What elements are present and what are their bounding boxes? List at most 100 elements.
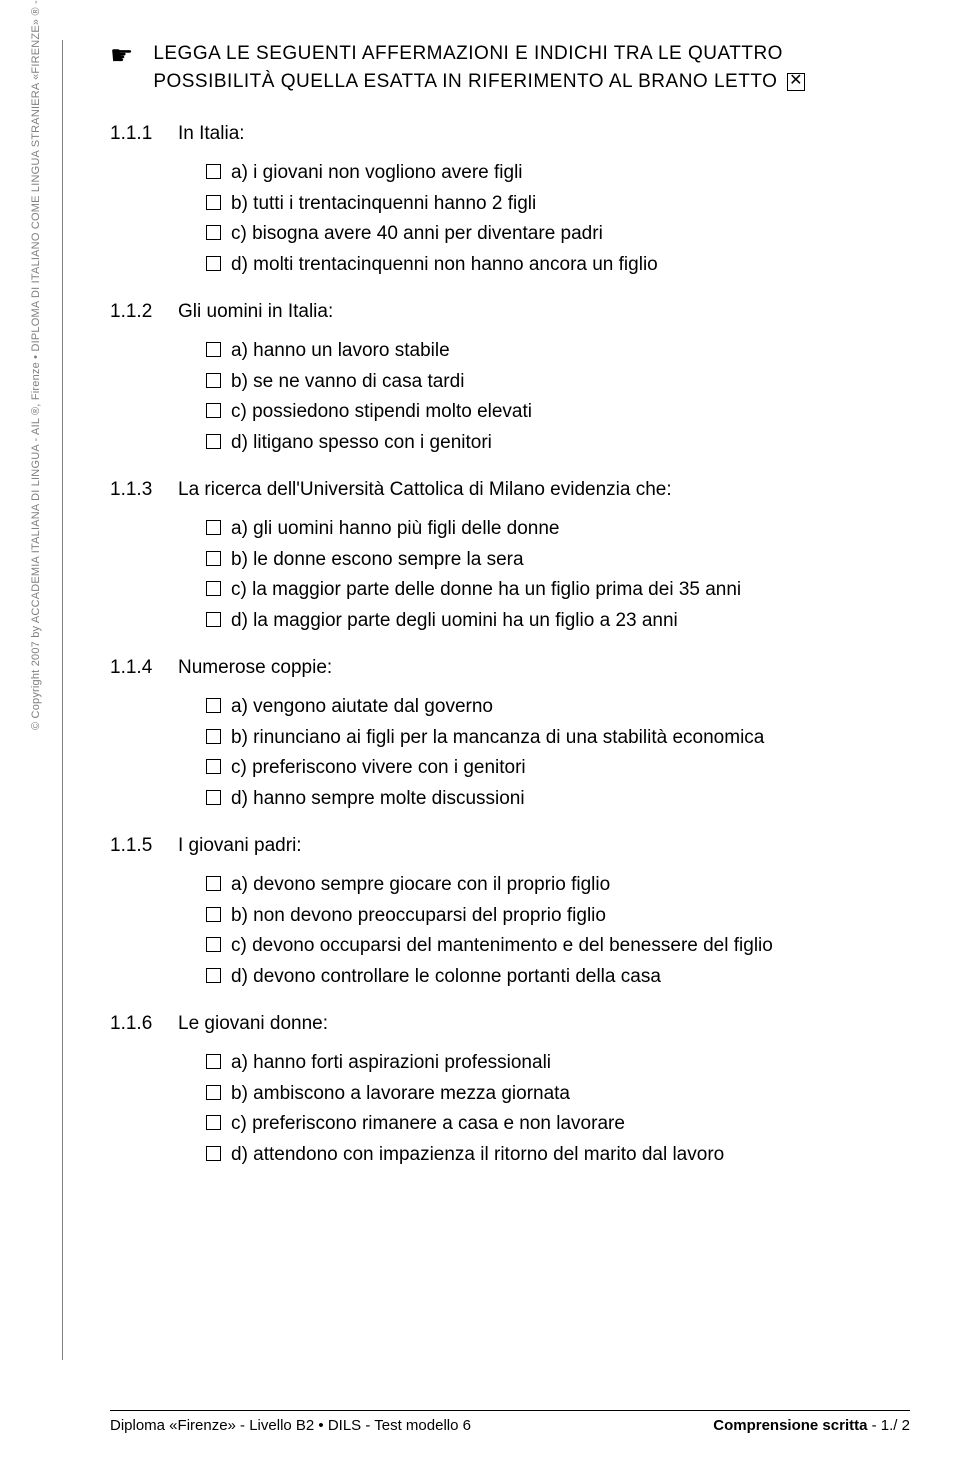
option-row: d) devono controllare le colonne portant… — [206, 963, 910, 992]
option-row: b) se ne vanno di casa tardi — [206, 368, 910, 397]
option-row: d) hanno sempre molte discussioni — [206, 785, 910, 814]
option-row: d) la maggior parte degli uomini ha un f… — [206, 607, 910, 636]
option-checkbox[interactable] — [206, 759, 221, 774]
option-row: a) hanno forti aspirazioni professionali — [206, 1049, 910, 1078]
option-checkbox[interactable] — [206, 937, 221, 952]
question-block: 1.1.3La ricerca dell'Università Cattolic… — [110, 479, 910, 635]
option-checkbox[interactable] — [206, 195, 221, 210]
question-text: I giovani padri: — [178, 835, 302, 857]
question-number: 1.1.5 — [110, 835, 156, 857]
option-checkbox[interactable] — [206, 403, 221, 418]
option-label: b) ambiscono a lavorare mezza giornata — [231, 1080, 570, 1109]
option-label: a) hanno un lavoro stabile — [231, 337, 450, 366]
option-row: a) gli uomini hanno più figli delle donn… — [206, 515, 910, 544]
options-list: a) gli uomini hanno più figli delle donn… — [110, 515, 910, 635]
option-row: c) la maggior parte delle donne ha un fi… — [206, 576, 910, 605]
page: © Copyright 2007 by ACCADEMIA ITALIANA D… — [0, 0, 960, 1474]
side-divider — [62, 40, 63, 1360]
option-row: b) le donne escono sempre la sera — [206, 546, 910, 575]
options-list: a) vengono aiutate dal governob) rinunci… — [110, 693, 910, 813]
option-checkbox[interactable] — [206, 434, 221, 449]
option-label: b) le donne escono sempre la sera — [231, 546, 524, 575]
option-row: d) molti trentacinquenni non hanno ancor… — [206, 251, 910, 280]
option-label: d) la maggior parte degli uomini ha un f… — [231, 607, 678, 636]
copyright-side-text: © Copyright 2007 by ACCADEMIA ITALIANA D… — [30, 0, 42, 730]
footer-right-rest: - 1./ 2 — [867, 1417, 910, 1434]
question-prompt: 1.1.5 I giovani padri: — [110, 835, 910, 857]
question-block: 1.1.2 Gli uomini in Italia: a) hanno un la… — [110, 301, 910, 457]
instruction-text: LEGGA LE SEGUENTI AFFERMAZIONI E INDICHI… — [153, 40, 910, 95]
option-checkbox[interactable] — [206, 342, 221, 357]
footer-right-bold: Comprensione scritta — [713, 1417, 867, 1434]
option-row: a) i giovani non vogliono avere figli — [206, 159, 910, 188]
option-row: c) devono occuparsi del mantenimento e d… — [206, 932, 910, 961]
option-checkbox[interactable] — [206, 256, 221, 271]
option-label: c) la maggior parte delle donne ha un fi… — [231, 576, 741, 605]
option-label: b) tutti i trentacinquenni hanno 2 figli — [231, 190, 536, 219]
option-checkbox[interactable] — [206, 876, 221, 891]
pointing-hand-icon: ☛ — [110, 42, 133, 68]
option-row: c) preferiscono vivere con i genitori — [206, 754, 910, 783]
question-prompt: 1.1.3La ricerca dell'Università Cattolic… — [110, 479, 910, 501]
option-label: d) litigano spesso con i genitori — [231, 429, 492, 458]
option-label: c) devono occuparsi del mantenimento e d… — [231, 932, 773, 961]
option-label: a) devono sempre giocare con il proprio … — [231, 871, 610, 900]
option-row: c) bisogna avere 40 anni per diventare p… — [206, 220, 910, 249]
option-checkbox[interactable] — [206, 729, 221, 744]
instruction-row: ☛ LEGGA LE SEGUENTI AFFERMAZIONI E INDIC… — [110, 40, 910, 95]
option-checkbox[interactable] — [206, 551, 221, 566]
question-text: Le giovani donne: — [178, 1013, 328, 1035]
question-prompt: 1.1.6 Le giovani donne: — [110, 1013, 910, 1035]
question-number: 1.1.6 — [110, 1013, 156, 1035]
option-checkbox[interactable] — [206, 612, 221, 627]
option-label: a) vengono aiutate dal governo — [231, 693, 493, 722]
option-checkbox[interactable] — [206, 581, 221, 596]
footer-right: Comprensione scritta - 1./ 2 — [713, 1417, 910, 1434]
instruction-label: LEGGA LE SEGUENTI AFFERMAZIONI E INDICHI… — [153, 43, 783, 92]
option-label: a) gli uomini hanno più figli delle donn… — [231, 515, 560, 544]
question-prompt: 1.1.4 Numerose coppie: — [110, 657, 910, 679]
question-text: Numerose coppie: — [178, 657, 332, 679]
question-number: 1.1.1 — [110, 123, 156, 145]
question-text: Gli uomini in Italia: — [178, 301, 333, 323]
question-number: 1.1.3 — [110, 479, 156, 501]
option-label: b) rinunciano ai figli per la mancanza d… — [231, 724, 764, 753]
page-footer: Diploma «Firenze» - Livello B2 • DILS - … — [110, 1410, 910, 1434]
option-checkbox[interactable] — [206, 373, 221, 388]
option-checkbox[interactable] — [206, 790, 221, 805]
option-checkbox[interactable] — [206, 907, 221, 922]
option-checkbox[interactable] — [206, 698, 221, 713]
option-row: b) non devono preoccuparsi del proprio f… — [206, 902, 910, 931]
option-label: a) i giovani non vogliono avere figli — [231, 159, 523, 188]
option-row: d) litigano spesso con i genitori — [206, 429, 910, 458]
option-checkbox[interactable] — [206, 1085, 221, 1100]
options-list: a) hanno forti aspirazioni professionali… — [110, 1049, 910, 1169]
options-list: a) i giovani non vogliono avere figlib) … — [110, 159, 910, 279]
option-row: c) possiedono stipendi molto elevati — [206, 398, 910, 427]
question-block: 1.1.5 I giovani padri: a) devono sempre gi… — [110, 835, 910, 991]
question-number: 1.1.2 — [110, 301, 156, 323]
option-label: d) hanno sempre molte discussioni — [231, 785, 525, 814]
example-checked-box-icon — [787, 73, 805, 91]
question-block: 1.1.4 Numerose coppie: a) vengono aiutate… — [110, 657, 910, 813]
option-checkbox[interactable] — [206, 164, 221, 179]
question-block: 1.1.6 Le giovani donne: a) hanno forti asp… — [110, 1013, 910, 1169]
option-checkbox[interactable] — [206, 1146, 221, 1161]
option-row: a) devono sempre giocare con il proprio … — [206, 871, 910, 900]
option-checkbox[interactable] — [206, 968, 221, 983]
options-list: a) devono sempre giocare con il proprio … — [110, 871, 910, 991]
question-number: 1.1.4 — [110, 657, 156, 679]
option-label: c) preferiscono vivere con i genitori — [231, 754, 526, 783]
option-label: c) preferiscono rimanere a casa e non la… — [231, 1110, 625, 1139]
option-row: b) rinunciano ai figli per la mancanza d… — [206, 724, 910, 753]
option-row: c) preferiscono rimanere a casa e non la… — [206, 1110, 910, 1139]
option-checkbox[interactable] — [206, 225, 221, 240]
footer-left: Diploma «Firenze» - Livello B2 • DILS - … — [110, 1417, 471, 1434]
option-row: b) ambiscono a lavorare mezza giornata — [206, 1080, 910, 1109]
option-checkbox[interactable] — [206, 520, 221, 535]
option-label: b) se ne vanno di casa tardi — [231, 368, 464, 397]
option-checkbox[interactable] — [206, 1054, 221, 1069]
option-label: b) non devono preoccuparsi del proprio f… — [231, 902, 606, 931]
option-label: d) molti trentacinquenni non hanno ancor… — [231, 251, 658, 280]
option-checkbox[interactable] — [206, 1115, 221, 1130]
